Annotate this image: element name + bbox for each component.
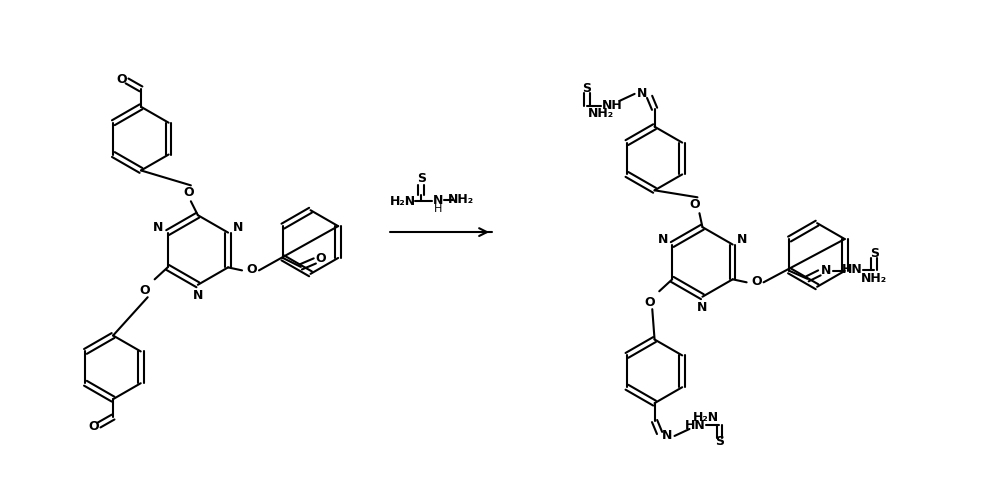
Text: N: N [737,233,747,246]
Text: HN: HN [685,418,706,431]
Text: S: S [582,82,591,96]
Text: O: O [139,284,150,297]
Text: S: S [870,248,879,260]
Text: O: O [89,419,99,432]
Text: HN: HN [842,263,863,276]
Text: N: N [658,233,668,246]
Text: H₂N: H₂N [693,410,719,424]
Text: O: O [117,73,127,87]
Text: H₂N: H₂N [390,195,416,208]
Text: O: O [644,296,655,309]
Text: O: O [751,275,762,288]
Text: N: N [433,194,443,207]
Text: NH₂: NH₂ [448,193,474,206]
Text: O: O [689,198,700,211]
Text: S: S [715,435,724,448]
Text: O: O [315,252,326,265]
Text: H: H [434,204,442,214]
Text: N: N [821,264,832,277]
Text: S: S [417,172,426,185]
Text: NH: NH [602,99,623,113]
Text: O: O [247,263,257,276]
Text: N: N [697,301,708,314]
Text: N: N [193,289,203,302]
Text: N: N [232,221,243,234]
Text: O: O [184,186,194,199]
Text: NH₂: NH₂ [588,107,614,120]
Text: N: N [153,221,163,234]
Text: NH₂: NH₂ [861,272,887,285]
Text: N: N [662,429,673,442]
Text: N: N [636,87,647,101]
